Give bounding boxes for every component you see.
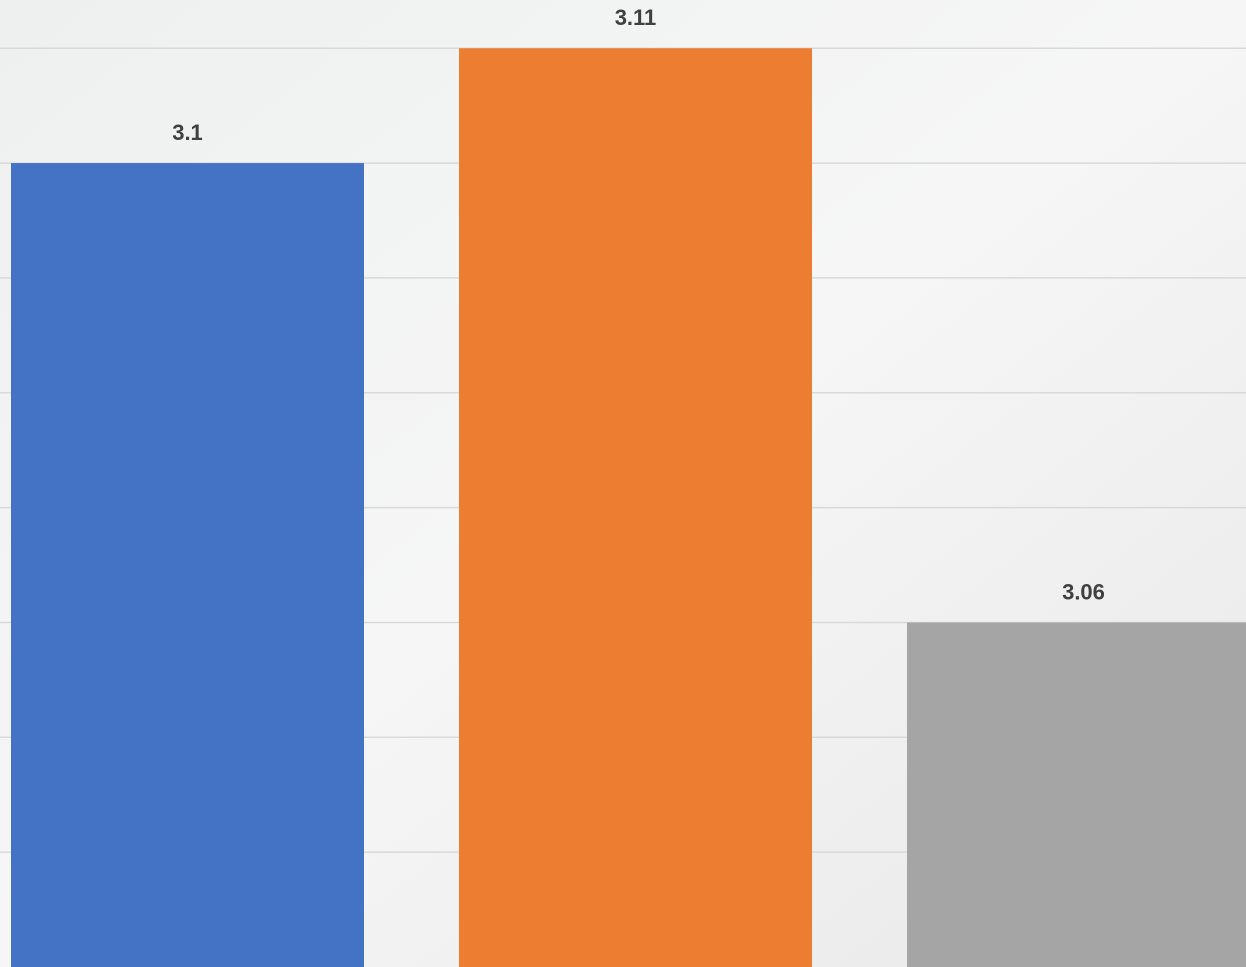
data-label: 3.06 xyxy=(1062,579,1105,604)
data-label: 3.11 xyxy=(615,5,657,30)
data-label: 3.1 xyxy=(172,120,203,145)
bar xyxy=(907,622,1246,967)
bar xyxy=(459,48,812,967)
plot: 3.1 3.11 3.06 xyxy=(11,5,1246,967)
bar xyxy=(11,163,364,967)
